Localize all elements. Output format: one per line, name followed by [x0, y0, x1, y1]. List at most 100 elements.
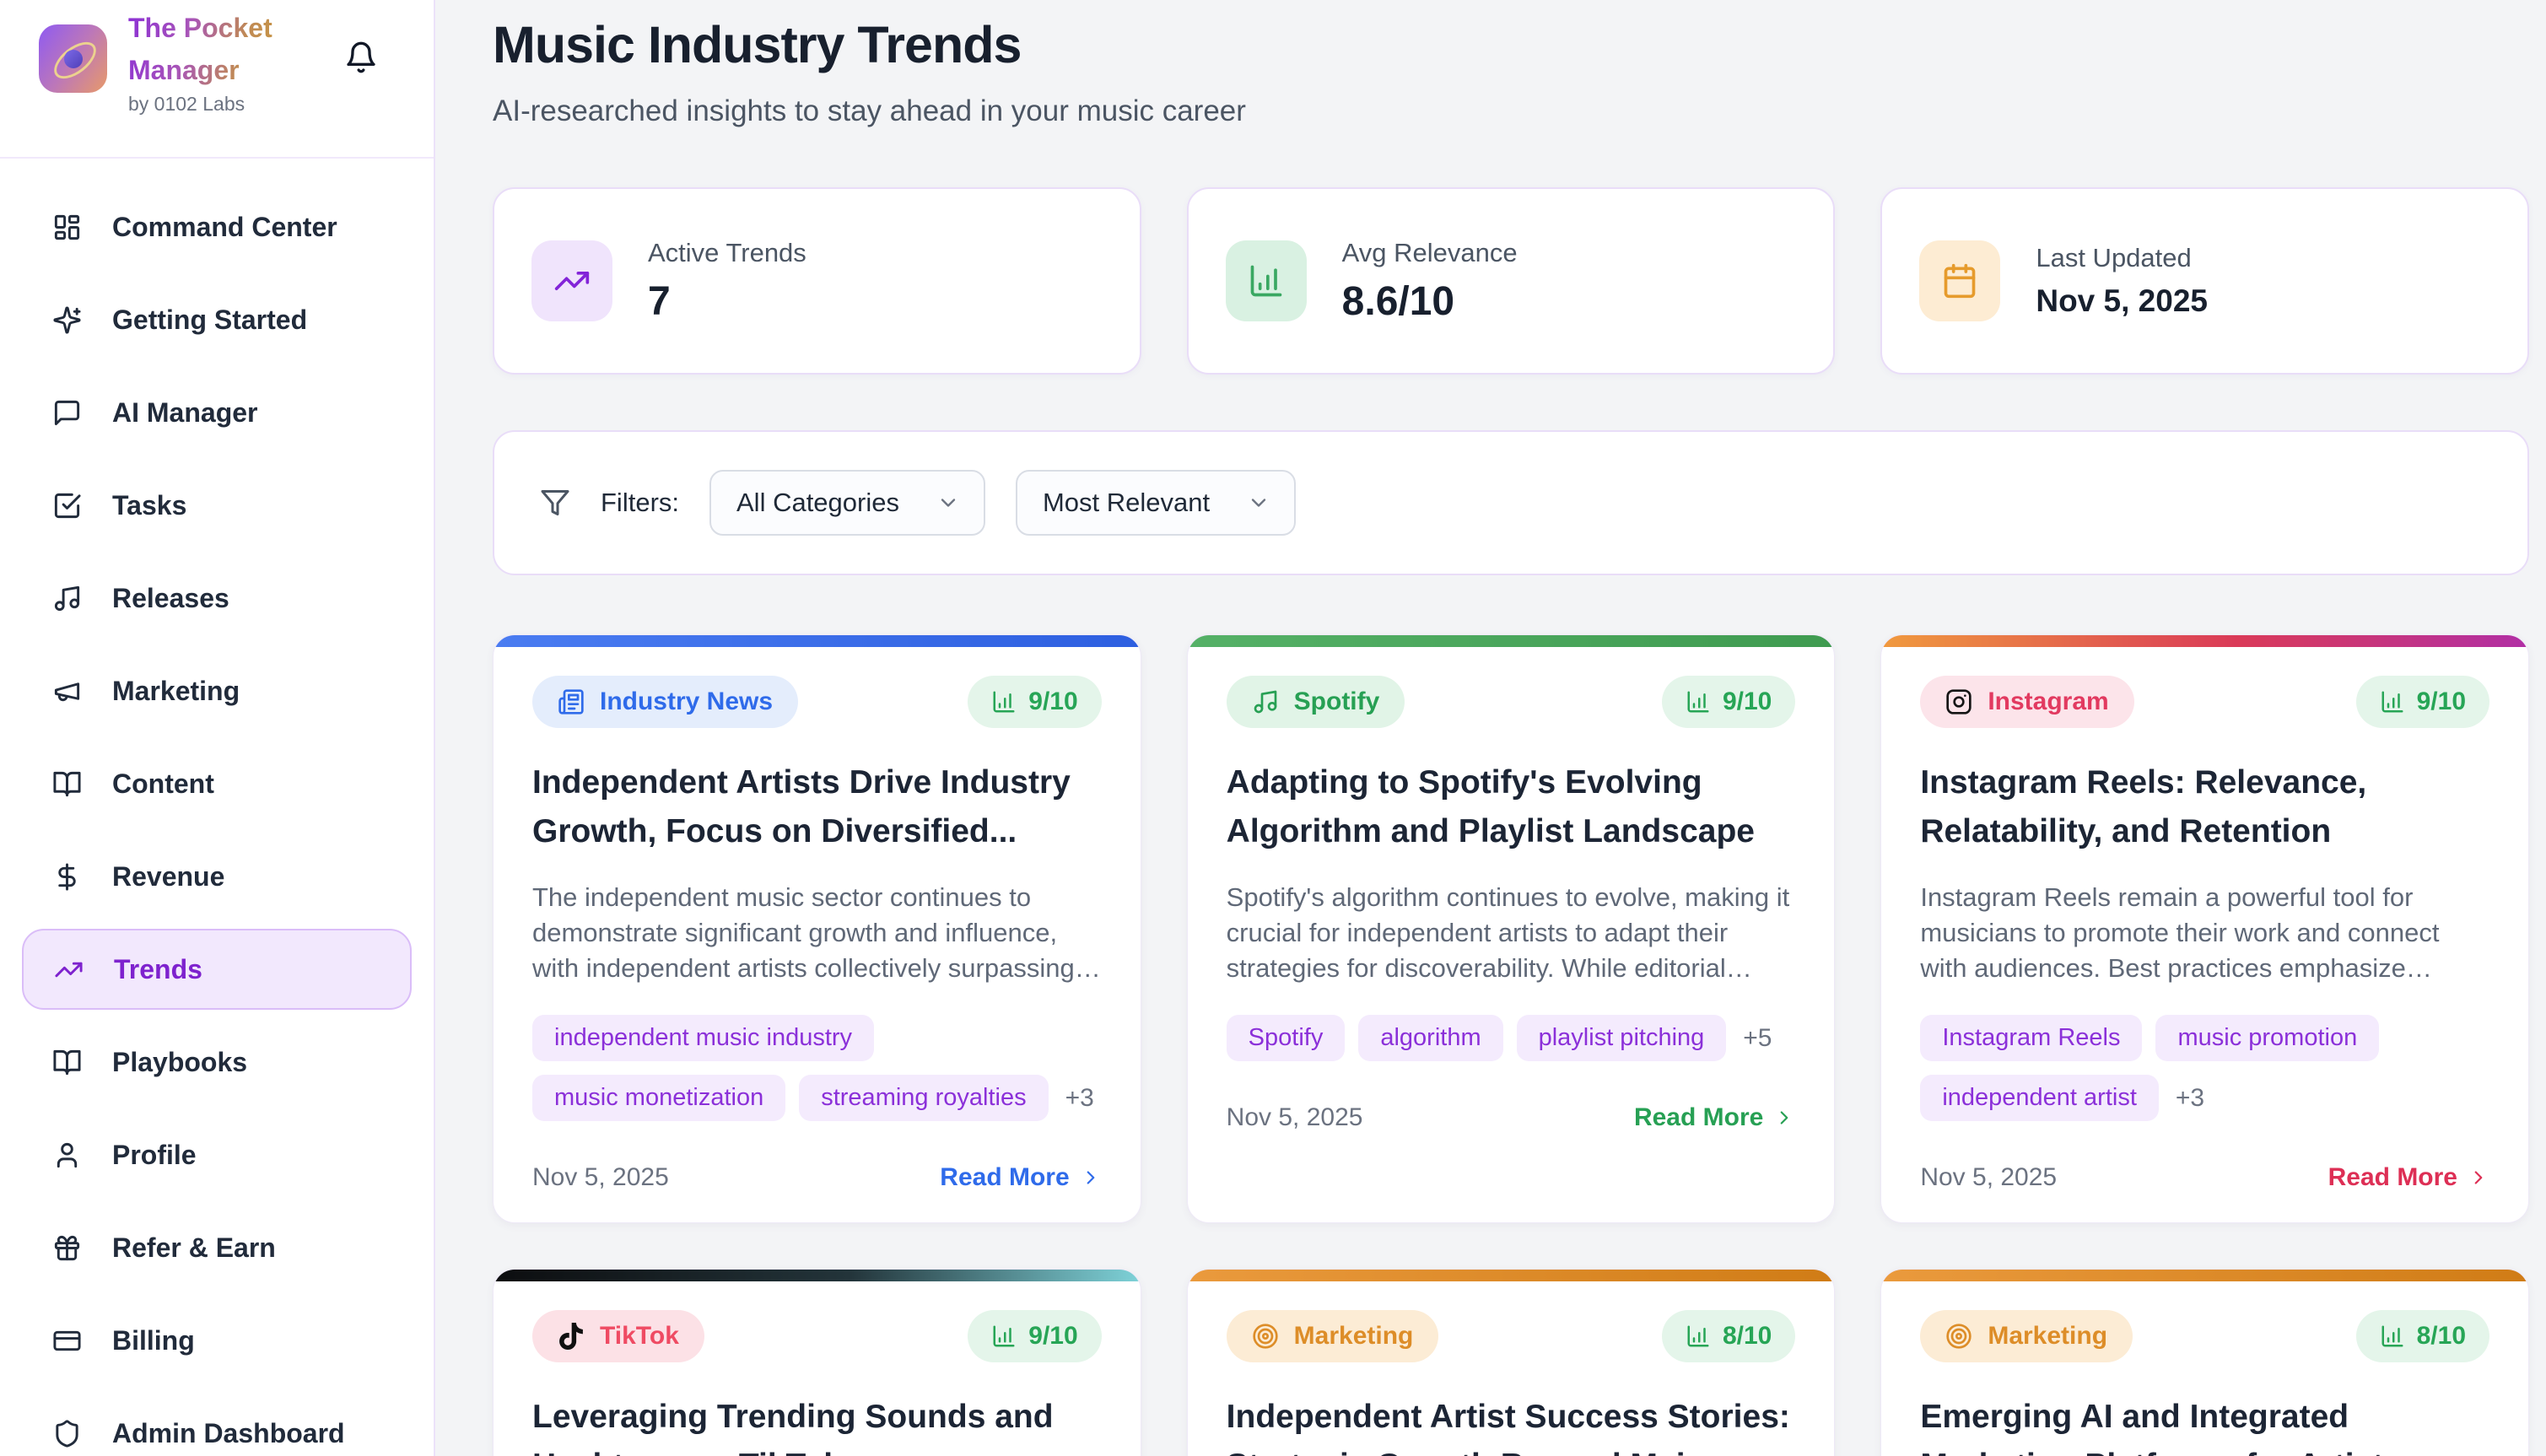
sidebar-item-releases[interactable]: Releases: [0, 552, 434, 644]
filter-bar: Filters: All Categories Most Relevant: [493, 430, 2529, 575]
badge-row: Industry News 9/10: [532, 676, 1102, 728]
sidebar-item-ai-manager[interactable]: AI Manager: [0, 366, 434, 459]
category-badge-label: Instagram: [1988, 688, 2109, 715]
trend-card-marketing-2: Marketing 8/10 Emerging AI and Integrate…: [1880, 1269, 2529, 1456]
sidebar-item-trends[interactable]: Trends: [22, 929, 412, 1010]
badge-row: Marketing 8/10: [1226, 1310, 1796, 1362]
tag: algorithm: [1358, 1015, 1503, 1061]
megaphone-icon: [52, 677, 82, 706]
card-accent-bar: [494, 635, 1141, 647]
trend-cards-grid: Industry News 9/10 Independent Artists D…: [493, 634, 2529, 1456]
card-accent-bar: [494, 1270, 1141, 1281]
sidebar-item-label: Billing: [112, 1324, 195, 1356]
notifications-bell-icon[interactable]: [344, 40, 378, 74]
target-icon: [1252, 1323, 1279, 1350]
tags-overflow-count: +5: [1743, 1023, 1772, 1052]
relevance-score-value: 9/10: [1028, 688, 1078, 715]
trend-card-tiktok: TikTok 9/10 Leveraging Trending Sounds a…: [493, 1269, 1141, 1456]
chart-column-icon: [2380, 689, 2405, 715]
tags-overflow-count: +3: [1065, 1083, 1094, 1112]
read-more-link[interactable]: Read More: [2328, 1163, 2489, 1192]
chart-column-icon: [991, 1324, 1017, 1349]
app-name-line1: The Pocket: [128, 13, 272, 43]
relevance-score-value: 9/10: [1722, 688, 1772, 715]
instagram-icon: [1945, 688, 1972, 715]
card-body: Spotify 9/10 Adapting to Spotify's Evolv…: [1188, 647, 1835, 1222]
badge-row: TikTok 9/10: [532, 1310, 1102, 1362]
tag: Spotify: [1226, 1015, 1346, 1061]
trend-title: Emerging AI and Integrated Marketing Pla…: [1920, 1399, 2402, 1456]
trending-up-icon: [54, 955, 84, 984]
app-name: The Pocket Manager: [128, 7, 272, 91]
relevance-score-value: 9/10: [2416, 688, 2466, 715]
tag: playlist pitching: [1516, 1015, 1727, 1061]
category-badge: Marketing: [1226, 1310, 1439, 1362]
app-logo-icon: [39, 24, 107, 93]
category-filter-select[interactable]: All Categories: [709, 470, 985, 536]
stat-value: Nov 5, 2025: [2036, 283, 2208, 318]
sidebar-item-profile[interactable]: Profile: [0, 1108, 434, 1201]
chart-column-icon: [1686, 689, 1711, 715]
trending-up-icon: [531, 240, 612, 321]
tag: streaming royalties: [799, 1075, 1049, 1121]
chart-column-icon: [1225, 240, 1307, 321]
shield-icon: [52, 1419, 82, 1448]
tag: independent music industry: [532, 1015, 875, 1061]
read-more-link[interactable]: Read More: [940, 1163, 1101, 1192]
relevance-score-value: 9/10: [1028, 1322, 1078, 1350]
trend-title: Instagram Reels: Relevance, Relatability…: [1920, 764, 2367, 849]
relevance-score-badge: 8/10: [1661, 1310, 1796, 1362]
sidebar-item-label: Admin Dashboard: [112, 1417, 345, 1448]
sidebar-item-refer-earn[interactable]: Refer & Earn: [0, 1201, 434, 1294]
gift-icon: [52, 1233, 82, 1263]
sort-filter-select[interactable]: Most Relevant: [1015, 470, 1297, 536]
relevance-score-badge: 9/10: [968, 676, 1102, 728]
sidebar-item-playbooks[interactable]: Playbooks: [0, 1016, 434, 1108]
relevance-score-value: 8/10: [2416, 1322, 2466, 1350]
target-icon: [1945, 1323, 1972, 1350]
sidebar-item-label: Releases: [112, 582, 229, 613]
tag-list: independent music industry music monetiza…: [532, 1015, 1102, 1121]
category-badge: Instagram: [1920, 676, 2134, 728]
chart-column-icon: [991, 689, 1017, 715]
book-open-icon: [52, 769, 82, 799]
card-footer: Nov 5, 2025 Read More: [1920, 1163, 2489, 1192]
card-accent-bar: [1881, 1270, 2528, 1281]
sidebar-item-getting-started[interactable]: Getting Started: [0, 273, 434, 366]
chevron-right-icon: [1773, 1107, 1795, 1129]
stat-label: Active Trends: [648, 237, 806, 267]
card-body: Marketing 8/10 Independent Artist Succes…: [1188, 1281, 1835, 1456]
category-badge-label: Spotify: [1293, 688, 1380, 715]
read-more-link[interactable]: Read More: [1634, 1103, 1795, 1132]
sidebar-item-label: Refer & Earn: [112, 1232, 276, 1263]
relevance-score-badge: 9/10: [968, 1310, 1102, 1362]
trend-title: Adapting to Spotify's Evolving Algorithm…: [1226, 764, 1755, 849]
tag: independent artist: [1920, 1075, 2159, 1121]
card-accent-bar: [1881, 635, 2528, 647]
sidebar-item-revenue[interactable]: Revenue: [0, 830, 434, 923]
stats-row: Active Trends 7 Avg Relevance 8.6/10 Las…: [493, 187, 2530, 375]
sidebar-item-tasks[interactable]: Tasks: [0, 459, 434, 552]
sidebar-item-billing[interactable]: Billing: [0, 1294, 434, 1387]
stat-card-last-updated: Last Updated Nov 5, 2025: [1880, 187, 2530, 375]
sidebar: The Pocket Manager by 0102 Labs Command …: [0, 0, 435, 1456]
tags-overflow-count: +3: [2175, 1083, 2205, 1112]
card-body: Industry News 9/10 Independent Artists D…: [494, 647, 1141, 1222]
tag: music promotion: [2155, 1015, 2380, 1061]
sidebar-item-marketing[interactable]: Marketing: [0, 644, 434, 737]
read-more-label: Read More: [2328, 1163, 2457, 1191]
sidebar-item-admin-dashboard[interactable]: Admin Dashboard: [0, 1387, 434, 1456]
relevance-score-badge: 9/10: [2355, 676, 2489, 728]
sidebar-item-label: AI Manager: [112, 396, 258, 428]
app-byline: by 0102 Labs: [128, 93, 245, 115]
sidebar-item-command-center[interactable]: Command Center: [0, 181, 434, 273]
credit-card-icon: [52, 1326, 82, 1356]
trend-date: Nov 5, 2025: [1226, 1103, 1363, 1131]
card-footer: Nov 5, 2025 Read More: [532, 1163, 1102, 1192]
chevron-down-icon: [936, 491, 960, 515]
relevance-score-badge: 9/10: [1661, 676, 1796, 728]
tag-list: Spotify algorithm playlist pitching +5: [1226, 1015, 1796, 1061]
sidebar-item-content[interactable]: Content: [0, 737, 434, 830]
tag-list: Instagram Reels music promotion independen…: [1920, 1015, 2489, 1121]
dashboard-icon: [52, 213, 82, 242]
